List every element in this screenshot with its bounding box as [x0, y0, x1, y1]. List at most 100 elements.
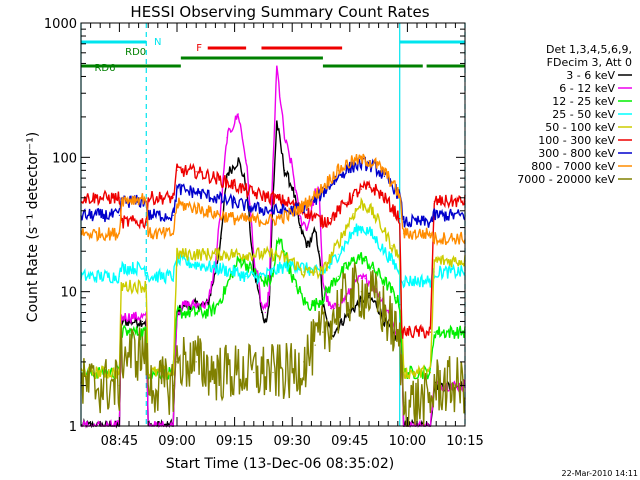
data-point [172, 214, 174, 216]
legend-item: 7000 - 20000 keV [517, 173, 632, 186]
data-point [322, 331, 324, 333]
data-point [291, 166, 293, 168]
data-point [299, 218, 301, 220]
data-point [383, 175, 385, 178]
data-point [303, 361, 305, 363]
data-point [368, 297, 370, 299]
data-point [391, 181, 393, 184]
data-point [264, 320, 266, 323]
data-point [364, 260, 366, 262]
data-point [234, 253, 236, 255]
data-point [360, 278, 362, 280]
data-point [268, 304, 270, 306]
data-point [368, 231, 370, 233]
data-point [379, 275, 382, 277]
x-tick-label: 09:00 [158, 434, 195, 449]
legend-item: 300 - 800 keV [538, 147, 632, 160]
data-point [391, 207, 393, 209]
data-point [118, 275, 120, 277]
data-point [234, 371, 236, 374]
data-point [372, 300, 374, 302]
data-point [283, 169, 286, 171]
data-point [372, 267, 374, 269]
data-point [376, 271, 378, 273]
x-tick-label: 10:00 [389, 434, 426, 449]
data-point [360, 159, 362, 161]
data-point [360, 291, 362, 293]
data-point [391, 325, 393, 328]
data-point [433, 331, 435, 333]
data-point [383, 280, 385, 282]
data-point [237, 260, 239, 262]
data-point [276, 66, 278, 68]
data-point [383, 250, 385, 252]
data-point [318, 300, 320, 302]
data-point [401, 331, 403, 333]
data-point [383, 197, 385, 199]
legend-label: 100 - 300 keV [538, 134, 615, 147]
data-point [322, 271, 324, 273]
data-point [276, 120, 278, 122]
data-point [326, 291, 328, 293]
data-point [118, 233, 120, 235]
data-point [391, 245, 393, 247]
data-point [368, 207, 370, 209]
data-point [314, 304, 316, 306]
data-point [253, 207, 255, 209]
data-point [391, 291, 393, 293]
data-point [345, 242, 347, 244]
data-point [291, 203, 293, 205]
data-point [172, 197, 174, 199]
legend-header: FDecim 3, Att 0 [547, 56, 632, 69]
data-point [214, 371, 216, 374]
data-point [364, 278, 366, 280]
data-point [399, 218, 401, 220]
legend-item: 12 - 25 keV [552, 95, 632, 108]
data-point [249, 267, 251, 269]
data-point [360, 188, 362, 190]
data-point [145, 197, 147, 199]
data-point [268, 280, 270, 282]
data-point [353, 213, 355, 215]
data-point [272, 162, 274, 165]
data-point [307, 227, 309, 229]
data-point [195, 361, 197, 363]
data-point [291, 213, 293, 215]
data-point [322, 221, 324, 223]
data-point [345, 164, 347, 166]
data-point [291, 260, 293, 262]
data-point [433, 237, 435, 239]
data-point [145, 352, 147, 354]
legend-label: 25 - 50 keV [552, 108, 615, 121]
data-point [353, 231, 355, 233]
data-point [147, 275, 149, 277]
data-point [433, 260, 435, 262]
data-point [253, 192, 255, 194]
data-point [141, 316, 143, 318]
data-point [145, 221, 147, 223]
data-point [118, 385, 120, 387]
data-point [337, 253, 339, 255]
timestamp: 22-Mar-2010 14:11 [562, 469, 639, 478]
data-point [337, 275, 339, 277]
data-point [176, 203, 178, 205]
data-point [403, 401, 405, 403]
data-point [214, 267, 216, 269]
data-point [399, 304, 401, 306]
x-tick-label: 09:15 [216, 434, 253, 449]
data-point [314, 216, 316, 218]
data-point [353, 165, 355, 167]
data-point [222, 294, 224, 296]
data-point [195, 304, 197, 306]
data-point [383, 171, 385, 173]
data-point [176, 169, 178, 171]
data-point [272, 271, 274, 273]
y-tick-label: 100 [52, 151, 77, 166]
data-point [429, 280, 431, 282]
data-point [314, 199, 316, 201]
data-point [376, 164, 378, 166]
legend-label: 800 - 7000 keV [531, 160, 615, 173]
data-point [237, 159, 239, 161]
data-point [429, 401, 431, 403]
data-point [353, 260, 355, 262]
